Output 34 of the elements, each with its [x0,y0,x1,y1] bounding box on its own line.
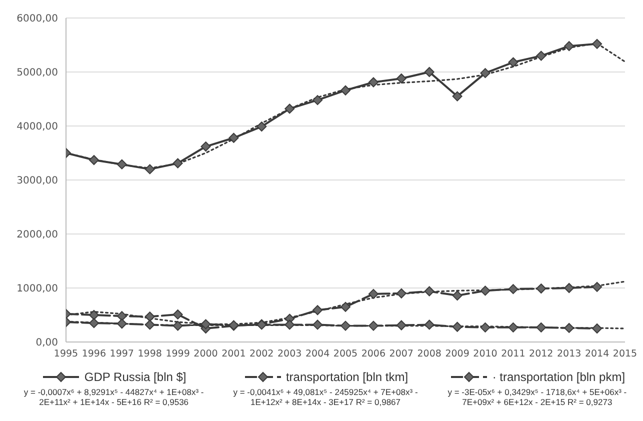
legend-label: transportation [bln tkm] [286,370,408,384]
text: y = -0,0041x⁶ + 49,081x⁵ - 245925x⁴ + 7E+08x³ - 1E+12x² + 8E+14x - 3E+17 R² = 0,9867 [232,387,419,407]
x-tick-label: 2001 [222,348,246,360]
x-tick-label: 2015 [612,348,638,360]
x-tick-label: 1995 [54,348,78,360]
legend-label: GDP Russia [bln $] [84,370,186,384]
x-tick-label: 2006 [361,348,386,360]
x-tick-label: 2000 [194,348,218,360]
x-tick-label: 2013 [557,348,582,360]
y-tick-label: 4000,00 [16,122,58,133]
x-tick-label: 1999 [166,348,190,360]
x-tick-label: 2005 [333,348,358,360]
x-tick-label: 2004 [305,348,330,360]
y-tick-label: 6000,00 [16,14,58,25]
legend-label: · transportation [bln pkm] [492,370,626,384]
x-tick-label: 1996 [82,348,106,360]
x-tick-label: 2002 [250,348,274,360]
x-tick-label: 2011 [501,348,526,360]
x-tick-label: 1998 [138,348,162,360]
y-tick-label: 5000,00 [16,68,58,79]
text: y = -0,0007x⁶ + 8,9291x⁵ - 44827x⁴ + 1E+08x³ - 2E+11x² + 1E+14x - 5E+16 R² = 0,9536 [22,387,205,407]
x-tick-label: 2010 [473,348,498,360]
x-tick-label: 2009 [445,348,470,360]
text: y = -3E-05x⁶ + 0,3429x⁵ - 1718,6x⁴ + 5E+06x³ - 7E+09x² + 6E+12x - 2E+15 R² = 0,9273 [446,387,628,407]
x-tick-label: 2008 [417,348,442,360]
y-tick-label: 3000,00 [16,176,58,187]
y-tick-label: 2000,00 [16,230,58,241]
x-tick-label: 2012 [529,348,554,360]
x-tick-label: 2007 [389,348,414,360]
x-tick-label: 1997 [110,348,134,360]
y-tick-label: 0,00 [36,338,58,349]
x-tick-label: 2003 [278,348,302,360]
x-tick-label: 2014 [584,348,610,360]
y-tick-label: 1000,00 [16,284,58,295]
